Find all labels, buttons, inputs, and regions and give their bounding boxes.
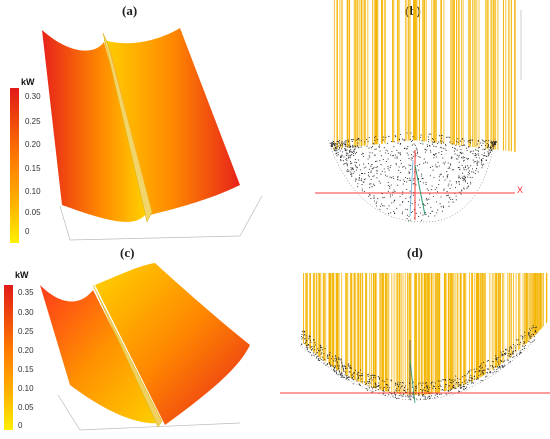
ray-trace-b (315, 0, 522, 223)
colorbar-a-tick: 0 (25, 227, 30, 236)
rays-d (303, 273, 548, 395)
panel-c: (c) kW 0.35 0.30 0.25 0.20 0.15 0.10 0.0… (0, 245, 275, 439)
colorbar-c-tick: 0.20 (18, 346, 34, 355)
panel-d: (d) (275, 245, 550, 439)
colorbar-c-unit: kW (15, 270, 29, 280)
surface-plot-c (40, 263, 250, 431)
colorbar-a-tick: 0.15 (25, 164, 41, 173)
panel-a: (a) kW 0.30 0.25 0.20 0.15 0.10 0.05 0 (0, 0, 275, 250)
panel-b: (b) X (275, 0, 550, 250)
panel-c-label: (c) (120, 245, 135, 260)
colorbar-a-tick: 0.30 (25, 92, 41, 101)
colorbar-c-tick: 0.30 (18, 308, 34, 317)
x-axis-label-b: X (517, 185, 524, 195)
rays-b (333, 0, 516, 152)
colorbar-c-tick: 0.10 (18, 384, 34, 393)
ray-trace-d (280, 273, 550, 404)
surface-plot-a (42, 28, 263, 241)
panel-d-label: (d) (407, 245, 423, 260)
colorbar-a-tick: 0.05 (25, 208, 41, 217)
colorbar-a-tick: 0.20 (25, 140, 41, 149)
colorbar-a-tick: 0.25 (25, 117, 41, 126)
colorbar-c-tick: 0.05 (18, 403, 34, 412)
colorbar-c (4, 285, 13, 430)
panel-a-label: (a) (122, 3, 138, 18)
colorbar-c-tick: 0.25 (18, 327, 34, 336)
colorbar-a-unit: kW (21, 77, 35, 87)
colorbar-a-tick: 0.10 (25, 187, 41, 196)
colorbar-c-tick: 0.35 (18, 288, 34, 297)
colorbar-c-tick: 0 (18, 421, 23, 430)
colorbar-a (10, 88, 19, 243)
scatter-points-d (301, 325, 538, 401)
colorbar-c-tick: 0.15 (18, 365, 34, 374)
scatter-points-b (330, 132, 498, 222)
